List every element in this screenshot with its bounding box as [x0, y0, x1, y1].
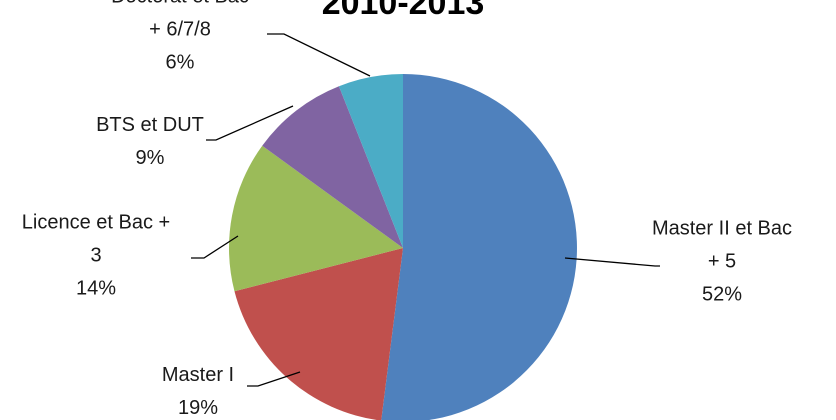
- pie-slice: [229, 145, 403, 292]
- slice-percent-label: 6%: [166, 51, 195, 73]
- slice-category-label: Doctorat et Bac: [111, 0, 249, 7]
- leader-line: [247, 371, 301, 387]
- pie-slice: [234, 248, 403, 420]
- slice-percent-label: 19%: [178, 397, 218, 419]
- slice-category-label: + 5: [708, 250, 736, 272]
- leader-line: [206, 105, 294, 141]
- leader-lines: [191, 33, 660, 387]
- slice-percent-label: 52%: [702, 283, 742, 305]
- leader-line: [191, 235, 239, 259]
- pie-slice: [262, 86, 403, 248]
- pie-slices: [229, 74, 577, 420]
- slice-category-label: 3: [90, 244, 101, 266]
- slice-category-label: + 6/7/8: [149, 18, 211, 40]
- slice-category-label: Licence et Bac +: [22, 211, 170, 233]
- slice-labels: Master II et Bac + 5 52% Master I 19% Licence…: [22, 0, 792, 419]
- slice-percent-label: 14%: [76, 277, 116, 299]
- pie-slice: [338, 74, 403, 248]
- pie-slice: [381, 74, 577, 420]
- slice-category-label: BTS et DUT: [96, 114, 204, 136]
- slice-category-label: Master I: [162, 364, 234, 386]
- leader-line: [564, 257, 660, 267]
- chart-title: 2010-2013: [322, 0, 485, 22]
- slice-category-label: Master II et Bac: [652, 217, 792, 239]
- leader-line: [267, 33, 371, 77]
- slice-percent-label: 9%: [136, 147, 165, 169]
